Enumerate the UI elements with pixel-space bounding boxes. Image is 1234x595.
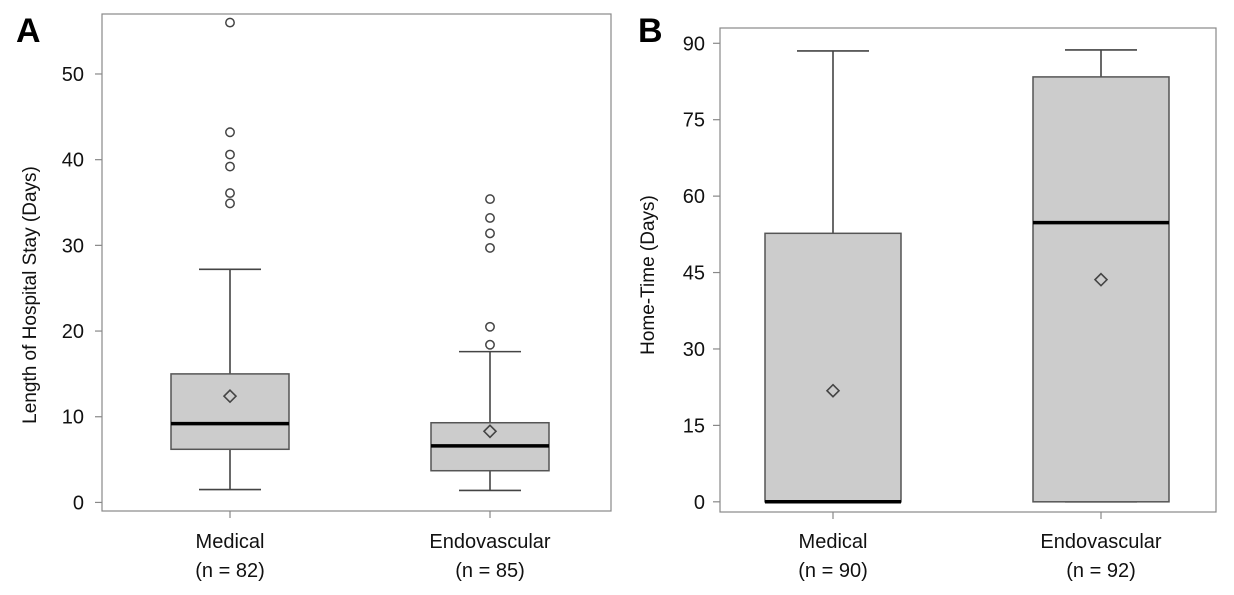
outlier-point: [485, 339, 495, 350]
iqr-box: [764, 232, 902, 503]
panel-letter: A: [16, 12, 41, 50]
y-tick-label: 15: [683, 415, 705, 437]
iqr-box: [170, 373, 290, 451]
outlier-point: [485, 321, 495, 332]
y-tick-label: 90: [683, 33, 705, 55]
y-tick-label: 20: [62, 321, 84, 343]
outlier-point: [225, 17, 235, 28]
category-label: Endovascular: [429, 531, 551, 553]
y-tick-label: 30: [683, 339, 705, 361]
y-tick-label: 40: [62, 150, 84, 172]
y-tick-label: 0: [694, 492, 705, 514]
outlier-point: [485, 212, 495, 223]
box-group: [1032, 49, 1170, 503]
y-tick-label: 30: [62, 235, 84, 257]
outlier-point: [225, 127, 235, 138]
y-axis-title: Home-Time (Days): [638, 195, 659, 355]
category-n-label: (n = 92): [1066, 560, 1135, 582]
mean-marker: [1093, 272, 1109, 287]
mean-marker: [482, 424, 498, 439]
outlier-point: [485, 228, 495, 239]
iqr-box: [1032, 76, 1170, 503]
box-group: [430, 194, 550, 492]
y-tick-label: 75: [683, 110, 705, 132]
category-label: Endovascular: [1040, 531, 1162, 553]
y-tick-label: 10: [62, 407, 84, 429]
mean-marker: [222, 389, 238, 404]
outlier-point: [485, 194, 495, 205]
y-tick-label: 60: [683, 186, 705, 208]
category-label: Medical: [196, 531, 265, 553]
plot-frame: [101, 13, 612, 512]
box-group: [764, 50, 902, 504]
outlier-point: [485, 242, 495, 253]
outlier-point: [225, 188, 235, 199]
category-n-label: (n = 82): [195, 560, 264, 582]
box-group: [170, 17, 290, 491]
y-tick-label: 0: [73, 492, 84, 514]
panel-a: A 0 10 20 30 40 50 Length of Hospital Stay (Day…: [16, 12, 612, 582]
category-n-label: (n = 90): [798, 560, 867, 582]
mean-marker: [825, 383, 841, 398]
outlier-point: [225, 198, 235, 209]
panel-b: B 0 15 30 45 60 75 90 Home-Time (Days) Medical (n …: [638, 12, 1217, 582]
outlier-point: [225, 149, 235, 160]
panel-letter: B: [638, 12, 663, 50]
category-n-label: (n = 85): [455, 560, 524, 582]
category-label: Medical: [799, 531, 868, 553]
y-tick-label: 50: [62, 64, 84, 86]
y-axis-title: Length of Hospital Stay (Days): [20, 166, 41, 424]
outlier-point: [225, 161, 235, 172]
plot-frame: [719, 27, 1217, 513]
y-tick-label: 45: [683, 263, 705, 285]
